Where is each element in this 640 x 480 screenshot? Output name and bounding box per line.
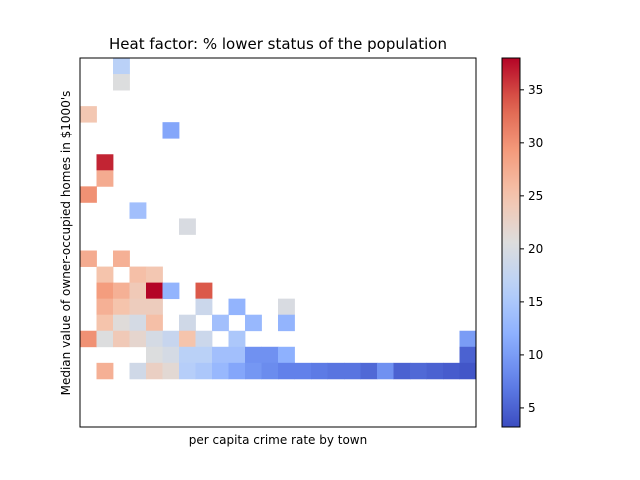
heatmap-cell [146,298,163,316]
heatmap-cell [377,362,394,380]
heatmap-cell [129,362,147,380]
heatmap-cell [360,362,378,380]
heatmap-cell [96,282,114,300]
colorbar-ticks: 5 10 15 20 25 30 35 [520,83,543,415]
heatmap-cell [162,362,180,380]
heatmap-cell [146,362,163,380]
heatmap-cell [294,362,312,380]
heatmap-cell [245,314,262,332]
heatmap-cell [228,346,246,364]
heatmap-cell [80,186,97,203]
heatmap-cell [96,154,114,171]
heatmap-cell [179,218,196,235]
heatmap-cell [96,266,114,284]
colorbar-tick-label: 25 [528,189,543,203]
heatmap-cell [327,362,345,380]
heatmap-cell [129,202,147,219]
heatmap-cell [113,330,130,348]
heatmap-cell [443,362,460,380]
heatmap-cell [162,282,180,300]
heatmap-cell [162,330,180,348]
heatmap-cell [228,362,246,380]
heatmap-cell [113,298,130,316]
heatmap-cell [410,362,427,380]
heatmap-cell [113,314,130,332]
colorbar-tick-label: 5 [528,401,536,415]
heatmap-cell [80,106,97,123]
heatmap-cell [278,314,295,332]
heatmap-cell [261,346,279,364]
heatmap-cell [179,362,196,380]
heatmap-cell [80,330,97,348]
heatmap-cell [146,330,163,348]
heatmap-cells [80,58,477,380]
heatmap-cell [113,74,130,91]
chart-title: Heat factor: % lower status of the popul… [109,35,447,53]
heatmap-cell [129,266,147,284]
heatmap-cell [278,346,295,364]
heatmap-cell [245,362,262,380]
colorbar-tick-label: 10 [528,348,543,362]
heatmap-cell [459,330,477,348]
heatmap-cell [278,298,295,316]
heatmap-cell [426,362,444,380]
heatmap-cell [212,346,229,364]
heatmap-cell [195,298,213,316]
heatmap-cell [195,282,213,300]
x-axis-label: per capita crime rate by town [189,433,367,447]
heatmap-cell [459,362,477,380]
colorbar [501,57,521,428]
heatmap-cell [113,282,130,300]
heatmap-cell [228,298,246,316]
colorbar-tick-label: 35 [528,83,543,97]
heatmap-cell [228,330,246,348]
heatmap-cell [96,314,114,332]
heatmap-cell [146,266,163,284]
y-axis-label: Median value of owner-occupied homes in … [59,91,73,396]
colorbar-tick-label: 30 [528,136,543,150]
heatmap-cell [129,330,147,348]
heatmap-cell [146,346,163,364]
heatmap-cell [459,346,477,364]
heatmap-cell [80,250,97,267]
heatmap-cell [96,170,114,187]
colorbar-tick-label: 20 [528,242,543,256]
plot-frame [79,57,477,428]
heatmap-cell [162,346,180,364]
heatmap-cell [113,250,130,267]
heatmap-cell [212,362,229,380]
heatmap-cell [96,298,114,316]
heatmap-cell [162,122,180,139]
heatmap-cell [212,314,229,332]
heatmap-cell [179,346,196,364]
heatmap-cell [113,58,130,75]
heatmap-cell [195,362,213,380]
heatmap-cell [129,282,147,300]
heatmap-cell [96,362,114,380]
heatmap-cell [179,330,196,348]
heatmap-cell [278,362,295,380]
heatmap-cell [195,330,213,348]
colorbar-tick-label: 15 [528,295,543,309]
heatmap-cell [344,362,361,380]
heatmap-cell [311,362,328,380]
heatmap-cell [245,346,262,364]
heatmap-cell [129,314,147,332]
heatmap-cell [96,330,114,348]
heatmap-cell [195,346,213,364]
heatmap-cell [393,362,411,380]
heatmap-cell [129,298,147,316]
heatmap-cell [146,282,163,300]
heatmap-cell [179,314,196,332]
heatmap-cell [261,362,279,380]
heatmap-cell [146,314,163,332]
